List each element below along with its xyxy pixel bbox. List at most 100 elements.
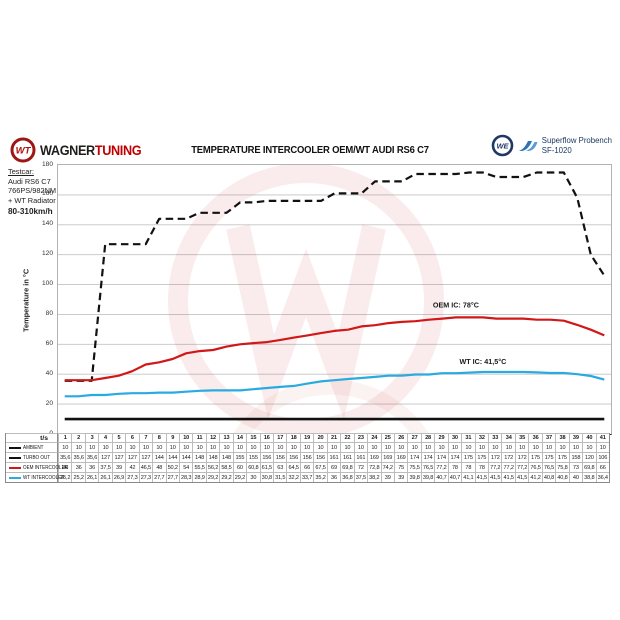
table-cell: 28,3 <box>178 472 193 482</box>
table-cell: 32,2 <box>286 472 300 482</box>
table-cell: 36 <box>326 472 341 482</box>
table-cell: 73 <box>568 462 583 472</box>
table-cell: 10 <box>152 442 166 452</box>
table-cell: 2 <box>71 433 85 442</box>
table-cell: 26,9 <box>111 472 126 482</box>
superflow-name: Superflow Probench <box>541 135 612 145</box>
table-cell: 156 <box>286 452 300 462</box>
table-cell: 10 <box>98 442 112 452</box>
wt-watermark-icon <box>168 165 444 434</box>
legend-key-wt-intercooler: WT INTERCOOLER <box>6 472 65 482</box>
table-row: AMBIENT 10 10 10 10 10 10 10 10 10 10 10 10 10 10 10 10 1… <box>6 442 609 452</box>
table-cell: 10 <box>71 442 85 452</box>
table-cell: 10 <box>246 442 260 452</box>
legend-line-icon <box>9 446 21 449</box>
table-cell: 26,1 <box>84 472 99 482</box>
table-cell: 54 <box>178 462 193 472</box>
y-axis-tick-label: 100 <box>41 280 53 288</box>
table-cell: 38 <box>555 433 569 442</box>
table-cell: 72 <box>353 462 368 472</box>
table-cell: 155 <box>232 452 247 462</box>
table-cell: 10 <box>178 433 193 442</box>
table-cell: 31,5 <box>273 472 287 482</box>
table-cell: 10 <box>138 442 153 452</box>
table-cell: 175 <box>528 452 542 462</box>
table-cell: 39 <box>568 433 583 442</box>
chart-svg: OEM IC: 78°C WT IC: 41,5°C <box>58 165 611 434</box>
table-cell: 9 <box>165 433 179 442</box>
table-cell: 161 <box>340 452 354 462</box>
table-cell: 5 <box>111 433 126 442</box>
table-cell: 10 <box>313 442 327 452</box>
table-cell: 37,5 <box>98 462 112 472</box>
table-cell: 172 <box>514 452 529 462</box>
table-cell: 10 <box>595 442 609 452</box>
table-cell: 174 <box>434 452 448 462</box>
table-cell: 20 <box>313 433 327 442</box>
table-cell: 10 <box>474 442 489 452</box>
table-cell: 40,8 <box>555 472 569 482</box>
y-axis-tick-label: 60 <box>45 339 53 347</box>
table-cell: 144 <box>178 452 193 462</box>
table-cell: 172 <box>488 452 502 462</box>
table-cell: 33 <box>488 433 502 442</box>
testcar-block: Testcar: Audi RS6 C7 766PS/982NM + WT Ra… <box>8 167 56 217</box>
table-cell: 40 <box>568 472 583 482</box>
table-cell: 10 <box>541 442 556 452</box>
brand-tuning: TUNING <box>94 142 142 158</box>
series-line-oem-intercooler <box>64 316 605 382</box>
table-cell: 13 <box>219 433 233 442</box>
table-cell: 10 <box>125 442 139 452</box>
table-row: TURBO OUT 35,6 35,6 35,6 127 127 127 127 144 144 1… <box>6 452 609 462</box>
table-cell: 55,5 <box>192 462 206 472</box>
table-cell: 10 <box>555 442 569 452</box>
table-cell: 36,4 <box>595 472 609 482</box>
table-cell: 67,5 <box>313 462 327 472</box>
table-cell: 26,1 <box>98 472 112 482</box>
table-cell: 10 <box>407 442 421 452</box>
table-cell: 60 <box>232 462 247 472</box>
table-cell: 40,7 <box>434 472 448 482</box>
table-cell: 74,2 <box>380 462 394 472</box>
table-cell: 41,5 <box>474 472 489 482</box>
table-cell: 10 <box>420 442 435 452</box>
table-cell: 175 <box>541 452 556 462</box>
legend-label: TURBO OUT <box>23 454 51 461</box>
table-cell: 39 <box>111 462 126 472</box>
table-cell: 75 <box>393 462 408 472</box>
testcar-heading: Testcar: <box>8 167 34 176</box>
table-cell: 69,8 <box>340 462 354 472</box>
table-cell: 10 <box>514 442 529 452</box>
table-cell: 10 <box>178 442 193 452</box>
table-cell: 174 <box>420 452 435 462</box>
table-cell: 169 <box>393 452 408 462</box>
table-cell: 29,2 <box>232 472 247 482</box>
table-cell: 15 <box>246 433 260 442</box>
table-cell: 42 <box>125 462 139 472</box>
table-cell: 148 <box>192 452 206 462</box>
we-badge-icon: WE <box>491 134 514 157</box>
table-cell: 37,5 <box>353 472 368 482</box>
table-cell: 10 <box>461 442 475 452</box>
table-cell: 18 <box>286 433 300 442</box>
table-cell: 78 <box>447 462 462 472</box>
brand-wagner: WAGNER <box>40 142 95 158</box>
y-axis-tick-label: 140 <box>41 220 53 228</box>
legend-line-icon <box>9 476 21 479</box>
table-cell: 175 <box>555 452 569 462</box>
table-cell: 1 <box>58 433 72 442</box>
table-cell: 144 <box>165 452 179 462</box>
wagner-tuning-logo: WT WAGNERTUNING <box>10 137 148 163</box>
testcar-line: 766PS/982NM <box>8 186 57 196</box>
table-cell: 10 <box>528 442 542 452</box>
legend-label: WT INTERCOOLER <box>23 474 65 481</box>
table-cell: 10 <box>165 442 179 452</box>
table-cell: 76,5 <box>420 462 435 472</box>
table-cell: 56,2 <box>205 462 220 472</box>
table-cell: 77,2 <box>488 462 502 472</box>
y-axis-tick-label: 180 <box>41 160 53 168</box>
table-cell: 39,8 <box>407 472 421 482</box>
table-cell: 30,8 <box>259 472 274 482</box>
table-cell: 10 <box>568 442 583 452</box>
table-cell: 6 <box>125 433 139 442</box>
